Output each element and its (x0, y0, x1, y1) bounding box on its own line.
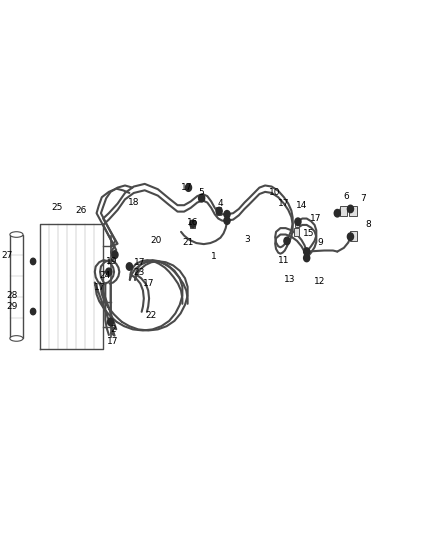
Text: 3: 3 (244, 236, 250, 244)
Circle shape (198, 195, 205, 202)
Text: 15: 15 (303, 229, 314, 238)
Circle shape (224, 217, 230, 224)
Circle shape (347, 205, 353, 213)
Text: 23: 23 (134, 269, 145, 277)
Bar (350, 231, 357, 241)
Circle shape (304, 254, 310, 262)
Text: 19: 19 (106, 257, 118, 265)
Text: 17: 17 (143, 279, 155, 288)
Circle shape (185, 184, 191, 191)
Circle shape (107, 318, 113, 326)
Text: 25: 25 (52, 204, 63, 212)
Bar (295, 221, 299, 227)
Text: 17: 17 (310, 214, 321, 223)
Circle shape (112, 251, 118, 259)
Circle shape (347, 233, 353, 240)
Text: 16: 16 (187, 219, 198, 227)
Text: 9: 9 (318, 238, 324, 247)
Text: 27: 27 (2, 252, 13, 260)
Text: 21: 21 (183, 238, 194, 247)
Text: 13: 13 (284, 276, 296, 284)
Bar (190, 220, 195, 228)
Circle shape (334, 209, 340, 217)
Text: 14: 14 (296, 201, 307, 209)
Circle shape (31, 308, 36, 314)
Text: 26: 26 (75, 206, 87, 215)
Text: 17: 17 (134, 259, 145, 267)
Text: 12: 12 (314, 277, 325, 286)
Text: 7: 7 (360, 194, 366, 203)
Circle shape (224, 211, 230, 218)
Circle shape (106, 268, 112, 276)
Text: 4: 4 (218, 199, 223, 208)
Text: 17: 17 (180, 183, 192, 192)
Text: 6: 6 (343, 192, 349, 200)
Text: 5: 5 (199, 189, 205, 197)
Text: 24: 24 (100, 271, 111, 280)
Text: 17: 17 (107, 337, 119, 345)
Text: 28: 28 (7, 292, 18, 300)
Bar (339, 206, 347, 216)
Circle shape (304, 248, 310, 255)
Bar (293, 228, 299, 236)
Circle shape (295, 218, 301, 225)
Text: 20: 20 (150, 237, 161, 245)
Circle shape (284, 237, 290, 245)
Text: 2: 2 (110, 325, 116, 334)
Ellipse shape (10, 232, 23, 237)
Circle shape (126, 263, 132, 270)
Text: 1: 1 (211, 253, 216, 261)
Text: 29: 29 (7, 302, 18, 311)
Text: 17: 17 (278, 199, 290, 208)
Text: 18: 18 (128, 198, 140, 207)
Circle shape (216, 207, 222, 215)
Circle shape (190, 220, 196, 228)
Text: 22: 22 (146, 311, 157, 320)
Text: 10: 10 (269, 189, 281, 197)
Text: 17: 17 (94, 284, 106, 292)
Bar (216, 207, 221, 215)
Bar (10, 235, 23, 338)
Circle shape (31, 259, 36, 265)
Text: 11: 11 (278, 256, 290, 264)
Text: 8: 8 (365, 221, 371, 229)
Ellipse shape (10, 336, 23, 341)
Bar (349, 206, 357, 216)
